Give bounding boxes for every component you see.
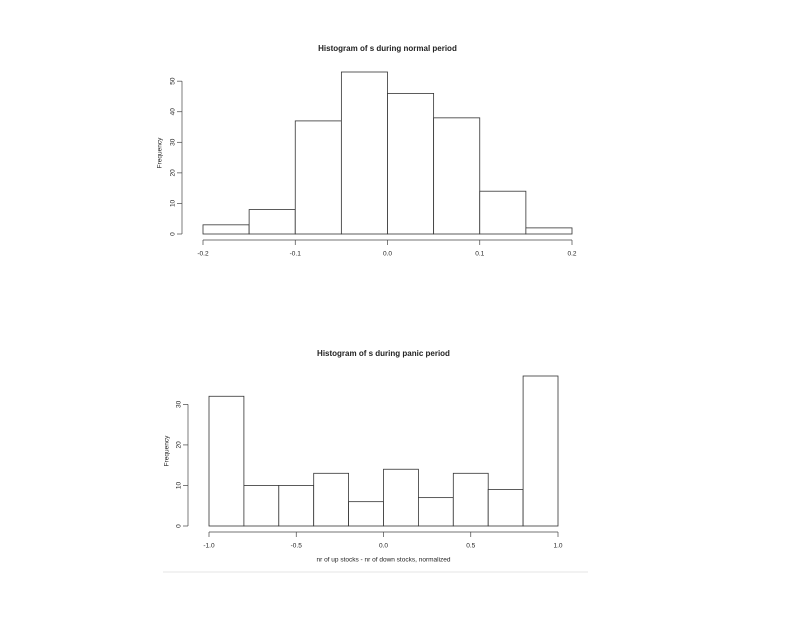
- x-tick-label: 0.2: [567, 251, 576, 258]
- y-tick-label: 30: [176, 400, 183, 408]
- x-tick-label: 0.5: [466, 543, 475, 550]
- bar: [525, 227, 573, 235]
- y-tick-label: 0: [176, 524, 183, 528]
- x-tick-label: 1.0: [553, 543, 562, 550]
- bar: [313, 472, 350, 527]
- y-tick-label: 0: [170, 232, 177, 236]
- y-tick-label: 40: [170, 108, 177, 116]
- bar: [487, 489, 524, 527]
- chart-title: Histogram of s during normal period: [318, 44, 457, 53]
- y-tick-label: 10: [170, 199, 177, 207]
- bar: [248, 209, 296, 235]
- x-tick-label: -1.0: [203, 543, 215, 550]
- bar: [278, 485, 315, 527]
- y-axis-label: Frequency: [157, 137, 164, 168]
- bar: [348, 501, 384, 527]
- chart-title: Histogram of s during panic period: [317, 349, 450, 358]
- x-tick-label: 0.0: [383, 251, 392, 258]
- bar: [340, 71, 388, 235]
- x-axis-label: nr of up stocks - nr of down stocks, nor…: [316, 557, 450, 564]
- bar: [387, 92, 435, 235]
- bar: [479, 190, 527, 235]
- x-tick-label: 0.1: [475, 251, 484, 258]
- bar: [202, 224, 250, 235]
- bar: [383, 468, 419, 527]
- x-tick-label: -0.5: [291, 543, 303, 550]
- bar: [208, 395, 245, 527]
- bar: [294, 120, 342, 235]
- y-tick-label: 50: [170, 77, 177, 85]
- x-tick-label: -0.1: [290, 251, 302, 258]
- y-axis-label: Frequency: [164, 435, 171, 466]
- bar: [452, 472, 489, 527]
- y-tick-label: 20: [176, 441, 183, 449]
- y-tick-label: 10: [176, 481, 183, 489]
- bar: [243, 485, 280, 527]
- x-tick-label: 0.0: [379, 543, 388, 550]
- x-tick-label: -0.2: [197, 251, 209, 258]
- bar: [522, 375, 559, 527]
- bar: [417, 497, 454, 527]
- y-tick-label: 30: [170, 138, 177, 146]
- y-tick-label: 20: [170, 169, 177, 177]
- bar: [433, 117, 481, 235]
